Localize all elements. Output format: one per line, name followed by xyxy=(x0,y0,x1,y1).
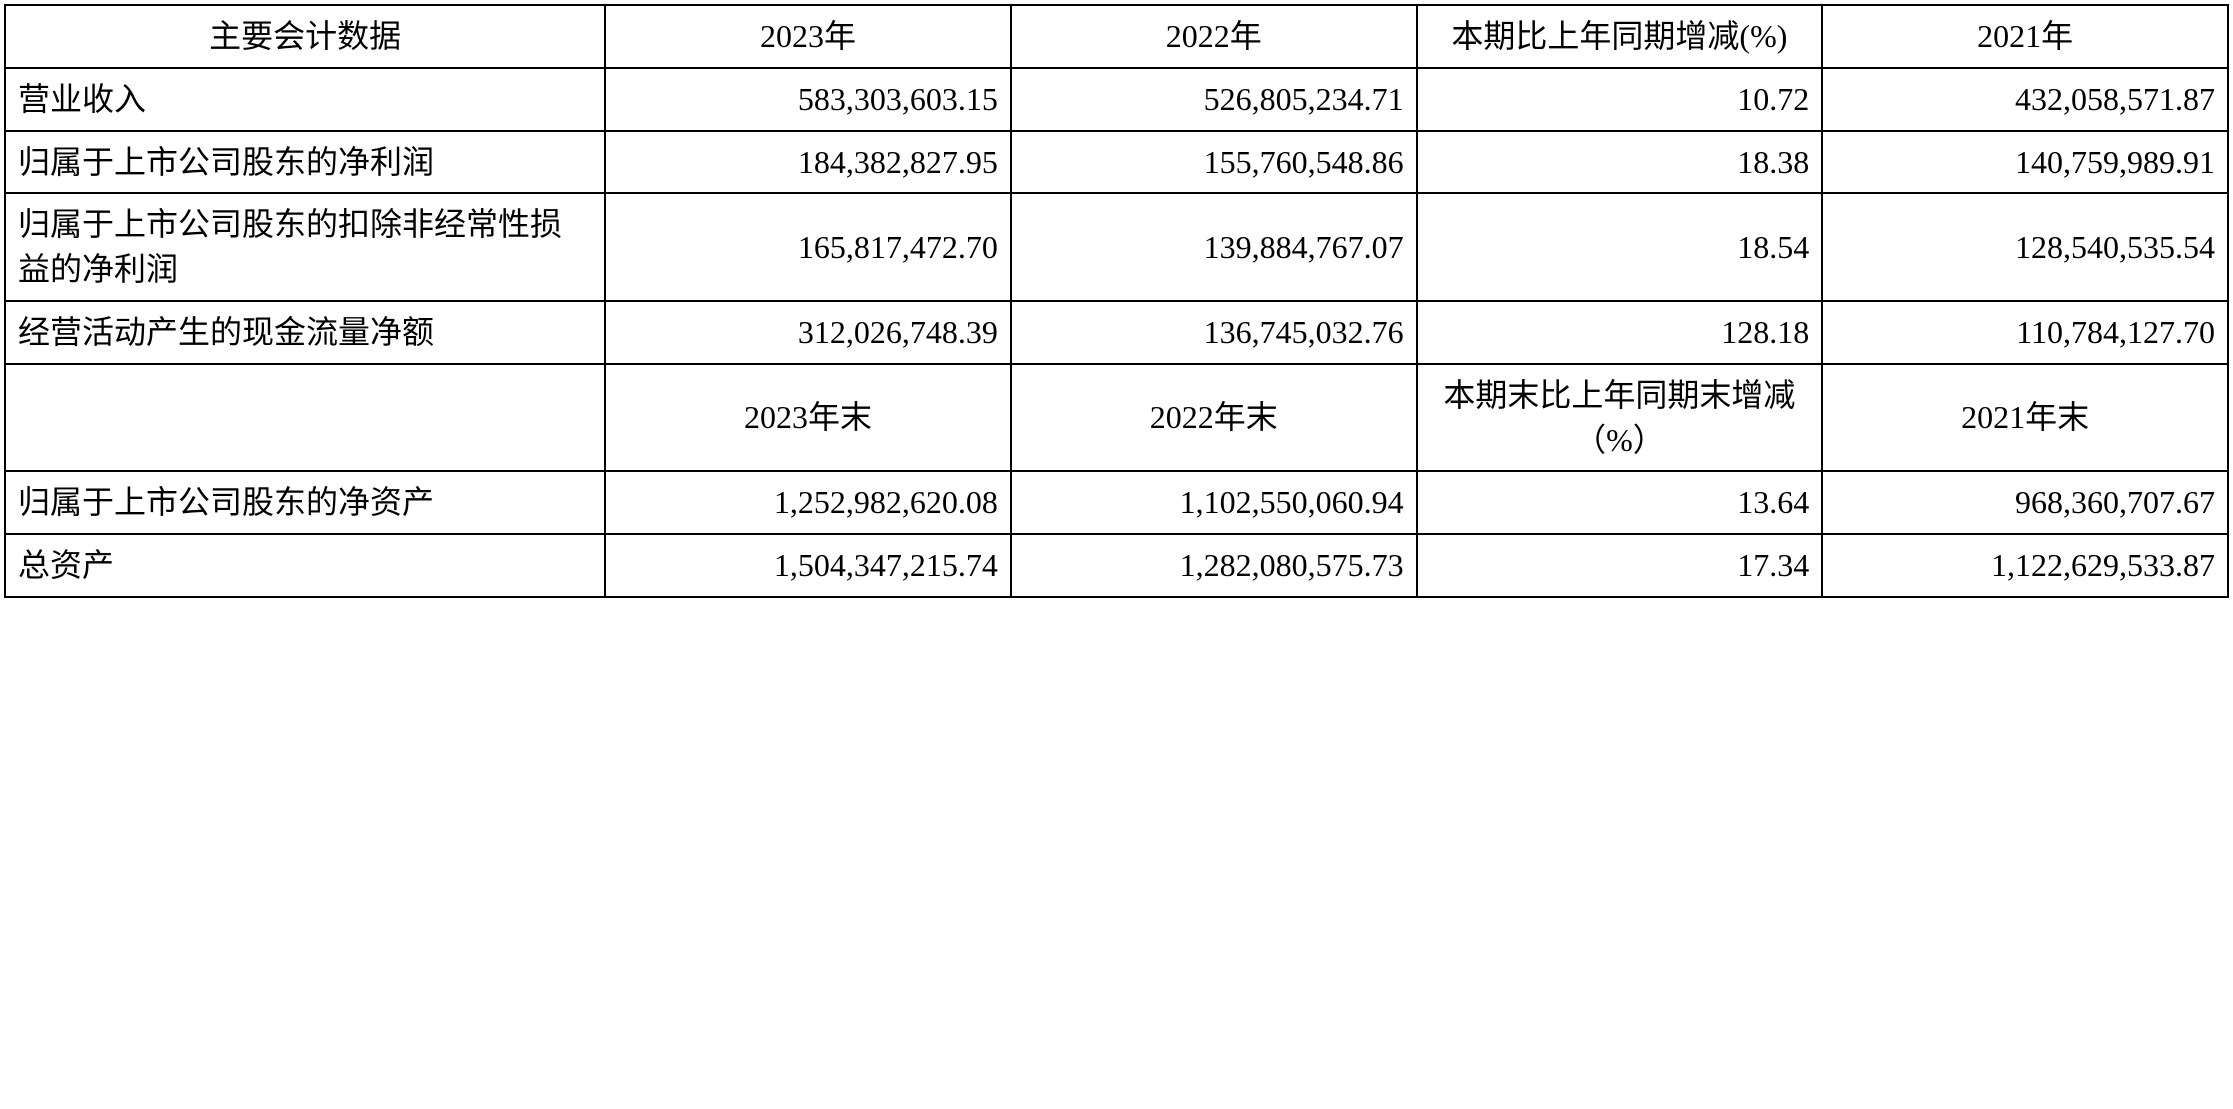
table-header-row-1: 主要会计数据 2023年 2022年 本期比上年同期增减(%) 2021年 xyxy=(5,5,2228,68)
row-value-2022: 155,760,548.86 xyxy=(1011,131,1417,194)
row-value-2023: 184,382,827.95 xyxy=(605,131,1011,194)
header-change-end: 本期末比上年同期末增减（%） xyxy=(1417,364,1823,472)
row-value-2023: 1,504,347,215.74 xyxy=(605,534,1011,597)
row-value-change: 13.64 xyxy=(1417,471,1823,534)
row-value-2021: 1,122,629,533.87 xyxy=(1822,534,2228,597)
row-value-2022: 1,102,550,060.94 xyxy=(1011,471,1417,534)
table-row: 归属于上市公司股东的净资产 1,252,982,620.08 1,102,550… xyxy=(5,471,2228,534)
header-2023: 2023年 xyxy=(605,5,1011,68)
table-row: 经营活动产生的现金流量净额 312,026,748.39 136,745,032… xyxy=(5,301,2228,364)
financial-table: 主要会计数据 2023年 2022年 本期比上年同期增减(%) 2021年 营业… xyxy=(4,4,2229,598)
header-2022-end: 2022年末 xyxy=(1011,364,1417,472)
row-value-2021: 128,540,535.54 xyxy=(1822,193,2228,301)
row-label: 总资产 xyxy=(5,534,605,597)
row-value-2021: 968,360,707.67 xyxy=(1822,471,2228,534)
row-label: 营业收入 xyxy=(5,68,605,131)
row-value-2023: 1,252,982,620.08 xyxy=(605,471,1011,534)
row-value-2023: 312,026,748.39 xyxy=(605,301,1011,364)
row-value-2021: 140,759,989.91 xyxy=(1822,131,2228,194)
row-value-2022: 526,805,234.71 xyxy=(1011,68,1417,131)
row-value-2023: 583,303,603.15 xyxy=(605,68,1011,131)
row-value-change: 18.54 xyxy=(1417,193,1823,301)
row-label: 归属于上市公司股东的净资产 xyxy=(5,471,605,534)
header-metric: 主要会计数据 xyxy=(5,5,605,68)
row-value-2023: 165,817,472.70 xyxy=(605,193,1011,301)
header-2021: 2021年 xyxy=(1822,5,2228,68)
row-value-change: 128.18 xyxy=(1417,301,1823,364)
row-value-2021: 110,784,127.70 xyxy=(1822,301,2228,364)
row-label: 归属于上市公司股东的扣除非经常性损益的净利润 xyxy=(5,193,605,301)
table-header-row-2: 2023年末 2022年末 本期末比上年同期末增减（%） 2021年末 xyxy=(5,364,2228,472)
row-value-2022: 1,282,080,575.73 xyxy=(1011,534,1417,597)
table-row: 总资产 1,504,347,215.74 1,282,080,575.73 17… xyxy=(5,534,2228,597)
table-row: 归属于上市公司股东的净利润 184,382,827.95 155,760,548… xyxy=(5,131,2228,194)
header-2021-end: 2021年末 xyxy=(1822,364,2228,472)
header-2023-end: 2023年末 xyxy=(605,364,1011,472)
row-label: 归属于上市公司股东的净利润 xyxy=(5,131,605,194)
row-label: 经营活动产生的现金流量净额 xyxy=(5,301,605,364)
row-value-change: 10.72 xyxy=(1417,68,1823,131)
row-value-change: 17.34 xyxy=(1417,534,1823,597)
table-row: 营业收入 583,303,603.15 526,805,234.71 10.72… xyxy=(5,68,2228,131)
header-change: 本期比上年同期增减(%) xyxy=(1417,5,1823,68)
header-metric-2 xyxy=(5,364,605,472)
header-2022: 2022年 xyxy=(1011,5,1417,68)
table-row: 归属于上市公司股东的扣除非经常性损益的净利润 165,817,472.70 13… xyxy=(5,193,2228,301)
row-value-2021: 432,058,571.87 xyxy=(1822,68,2228,131)
row-value-change: 18.38 xyxy=(1417,131,1823,194)
row-value-2022: 136,745,032.76 xyxy=(1011,301,1417,364)
row-value-2022: 139,884,767.07 xyxy=(1011,193,1417,301)
